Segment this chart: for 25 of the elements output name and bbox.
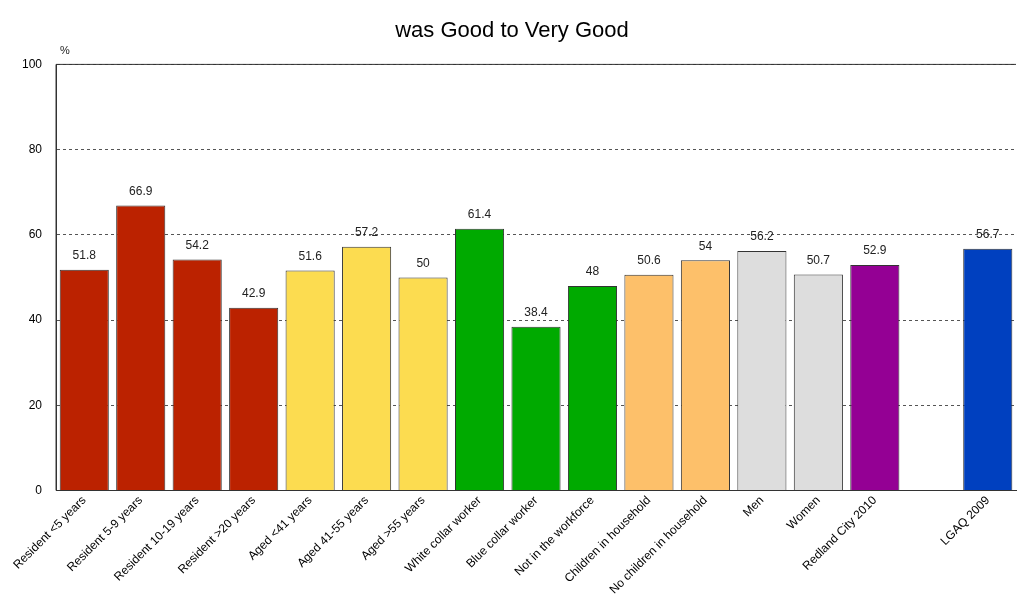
data-label: 48 bbox=[585, 264, 600, 279]
data-label: 51.6 bbox=[298, 248, 323, 263]
data-label: 50.6 bbox=[637, 253, 661, 268]
data-label: 51.8 bbox=[72, 248, 97, 263]
data-label: 50 bbox=[416, 255, 431, 270]
y-tick-label: 40 bbox=[28, 312, 43, 327]
data-label: 54 bbox=[698, 238, 713, 253]
y-tick-label: 80 bbox=[28, 141, 43, 156]
y-tick-label: 20 bbox=[28, 397, 43, 412]
data-label: 66.9 bbox=[129, 183, 153, 198]
data-label: 38.4 bbox=[524, 305, 549, 320]
y-tick-label: 60 bbox=[28, 227, 43, 242]
data-label: 42.9 bbox=[241, 285, 266, 300]
y-tick-label: 100 bbox=[21, 56, 43, 71]
data-label: 52.9 bbox=[863, 243, 887, 258]
data-label: 57.2 bbox=[354, 225, 379, 240]
y-axis-title: % bbox=[60, 43, 71, 56]
data-label: 61.4 bbox=[467, 207, 492, 222]
chart-title: was Good to Very Good bbox=[394, 17, 629, 43]
y-tick-label: 0 bbox=[35, 482, 43, 497]
data-label: 56.7 bbox=[976, 227, 1000, 242]
data-label: 54.2 bbox=[185, 237, 210, 252]
x-tick-label: Men bbox=[739, 493, 767, 520]
data-label: 56.2 bbox=[750, 229, 774, 244]
data-label: 50.7 bbox=[806, 252, 831, 267]
